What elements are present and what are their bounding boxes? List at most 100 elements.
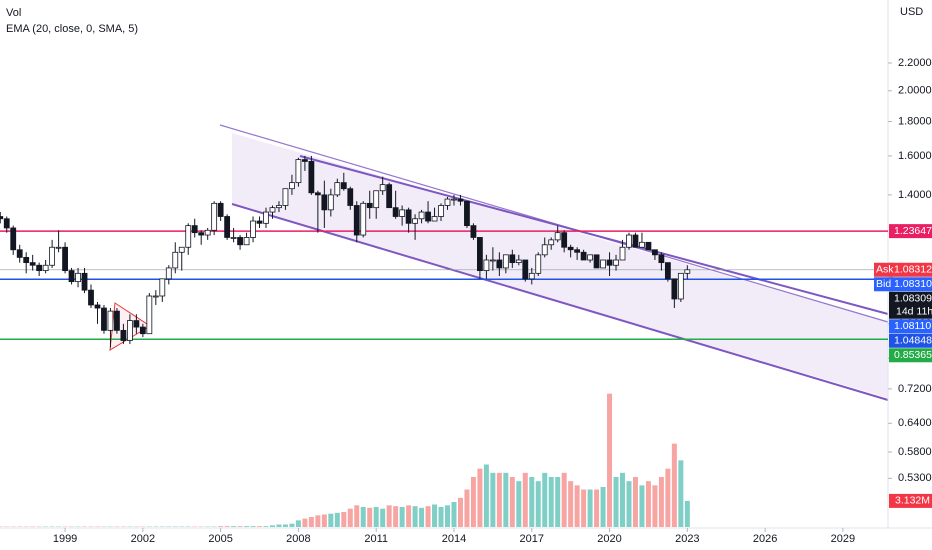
volume-bar: [496, 472, 502, 527]
x-tick-label: 2005: [208, 533, 232, 545]
price-label: 0.85365: [889, 348, 932, 363]
candle-body: [230, 237, 237, 239]
candle-body: [0, 216, 4, 220]
volume-bar: [678, 460, 684, 527]
channel-fill: [232, 133, 888, 398]
volume-bar: [457, 497, 463, 527]
candle-body: [677, 272, 684, 300]
candle-body: [3, 218, 10, 229]
volume-bar: [282, 524, 288, 527]
candle-body: [535, 254, 542, 274]
volume-bar: [684, 500, 690, 527]
candle-body: [541, 244, 548, 256]
candle-body: [334, 182, 341, 196]
volume-bar: [516, 481, 522, 527]
volume-bar: [665, 468, 671, 527]
volume-bar: [308, 517, 314, 527]
candle-body: [606, 259, 613, 266]
price-label-text: 1.08309: [894, 293, 932, 305]
x-tick-label: 2008: [286, 533, 310, 545]
candle-body: [10, 227, 17, 251]
price-label-bg: [889, 291, 932, 319]
candle-body: [619, 246, 626, 261]
indicator-label: EMA (20, close, 0, SMA, 5): [6, 23, 138, 35]
volume-bar: [432, 504, 438, 527]
candle-body: [204, 229, 211, 236]
candle-body: [515, 259, 522, 264]
candle-body: [360, 202, 367, 236]
candle-body: [561, 232, 568, 248]
volume-bar: [367, 507, 373, 527]
volume-bar: [555, 477, 561, 527]
candle-body: [353, 205, 360, 236]
candle-body: [386, 184, 393, 209]
y-tick-label: 1.80000: [898, 115, 932, 127]
volume-bar: [671, 443, 677, 527]
x-tick-label: 2011: [364, 533, 388, 545]
candle-body: [224, 216, 231, 238]
candle-body: [405, 209, 412, 224]
volume-bar: [561, 472, 567, 527]
volume-bar: [341, 512, 347, 527]
x-tick-label: 2026: [753, 533, 777, 545]
volume-bar: [613, 477, 619, 527]
volume-bar: [276, 524, 282, 527]
volume-bar: [464, 489, 470, 527]
volume-bar: [587, 489, 593, 527]
price-label: 1.08110: [889, 319, 932, 334]
volume-bar: [315, 515, 321, 527]
candle-body: [425, 211, 431, 222]
volume-bar: [250, 526, 256, 527]
candle-body: [587, 254, 593, 261]
volume-bar: [328, 513, 334, 527]
y-tick-label: 2.00000: [898, 85, 932, 97]
volume-bar: [503, 472, 509, 527]
candle-body: [276, 205, 282, 209]
volume-bar: [386, 505, 392, 527]
candle-body: [496, 259, 503, 269]
candle-body: [101, 307, 107, 331]
candle-body: [295, 159, 302, 184]
price-label-text: 1.08312: [894, 264, 932, 276]
volume-bar: [263, 526, 269, 527]
candle-body: [133, 320, 140, 328]
price-label-tag: Ask: [876, 264, 894, 276]
candle-body: [438, 205, 444, 217]
candle-body: [483, 259, 490, 272]
candle-body: [392, 207, 399, 217]
candle-body: [42, 264, 49, 272]
candle-body: [613, 259, 619, 266]
candle-body: [81, 272, 88, 291]
volume-bar: [231, 526, 237, 527]
price-label: Ask 1.08312: [874, 262, 932, 277]
candle-body: [191, 225, 198, 234]
candle-body: [36, 264, 43, 272]
volume-bar: [542, 472, 548, 527]
candle-body: [412, 218, 418, 224]
candle-body: [684, 269, 691, 274]
candle-body: [470, 225, 477, 238]
candle-body: [211, 202, 218, 231]
candle-body: [554, 232, 561, 241]
volume-bar: [620, 472, 626, 527]
candle-body: [528, 272, 535, 280]
volume-bar: [302, 518, 308, 527]
price-label-bg: [889, 348, 932, 363]
candle-body: [639, 241, 645, 248]
candle-body: [107, 310, 114, 331]
candle-body: [626, 234, 632, 248]
volume-bar: [445, 505, 451, 527]
candle-body: [120, 329, 127, 341]
candle-body: [152, 295, 159, 298]
candle-body: [548, 239, 555, 246]
candle-body: [314, 192, 321, 196]
candle-body: [664, 262, 671, 280]
price-label-tag: Bid: [876, 278, 891, 290]
price-label-bg: [889, 333, 932, 348]
price-label-bg: [889, 262, 932, 277]
price-label-text: 1.08110: [894, 320, 931, 332]
volume-bar: [581, 489, 587, 527]
candle-body: [237, 237, 243, 246]
